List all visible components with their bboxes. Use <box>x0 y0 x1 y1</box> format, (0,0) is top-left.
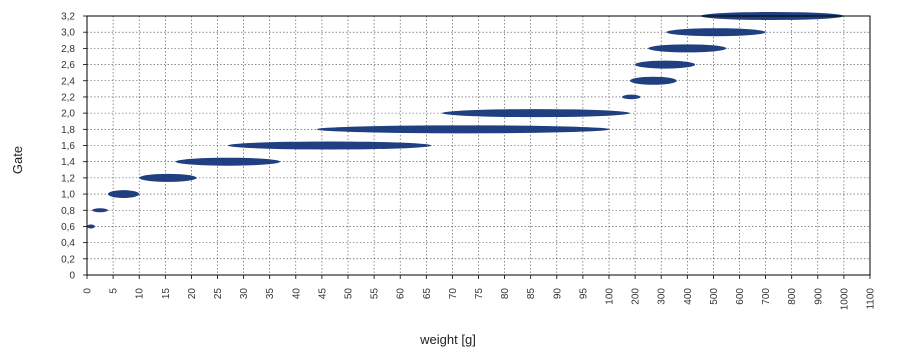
gate-range-marker <box>635 60 696 69</box>
x-tick-label: 1000 <box>839 288 850 311</box>
x-tick-label: 80 <box>500 288 511 300</box>
gridlines <box>87 16 870 275</box>
gate-range-marker <box>622 94 641 100</box>
y-tick-label: 2,6 <box>61 60 75 71</box>
y-tick-label: 3,2 <box>61 12 75 23</box>
x-tick-label: 90 <box>552 288 563 300</box>
x-tick-label: 600 <box>735 288 746 305</box>
x-tick-label: 900 <box>813 288 824 305</box>
x-tick-label: 40 <box>291 288 302 300</box>
y-tick-label: 0 <box>69 271 75 282</box>
x-tick-label: 45 <box>317 288 328 300</box>
x-tick-label: 100 <box>605 288 616 305</box>
y-tick-label: 1,6 <box>61 141 75 152</box>
x-tick-label: 5 <box>109 288 120 294</box>
x-tick-label: 800 <box>787 288 798 305</box>
x-tick-label: 300 <box>657 288 668 305</box>
data-marks <box>87 12 844 229</box>
x-tick-label: 20 <box>187 288 198 300</box>
y-tick-label: 1,4 <box>61 157 75 168</box>
gate-range-marker <box>92 208 108 213</box>
gate-range-marker <box>107 190 140 198</box>
x-tick-label: 65 <box>422 288 433 300</box>
x-tick-label: 50 <box>344 288 355 300</box>
y-axis-title: Gate <box>10 146 25 174</box>
x-axis-ticks: 0 5 10 15 20 25 30 35 40 45 50 55 60 65 70 75 80 85 90 95 10… <box>83 275 877 310</box>
y-tick-label: 0,2 <box>61 254 75 265</box>
y-tick-label: 1,0 <box>61 190 75 201</box>
x-tick-label: 1100 <box>866 288 877 310</box>
x-tick-label: 75 <box>474 288 485 300</box>
x-tick-label: 95 <box>578 288 589 300</box>
gate-range-marker <box>175 157 281 166</box>
x-axis-title: weight [g] <box>419 332 476 347</box>
y-tick-label: 2,2 <box>61 92 75 103</box>
y-tick-label: 0,8 <box>61 206 75 217</box>
gate-range-marker <box>666 28 766 37</box>
x-tick-label: 700 <box>761 288 772 305</box>
gate-range-marker <box>648 44 727 53</box>
x-tick-label: 85 <box>526 288 537 300</box>
gate-range-marker <box>227 141 432 150</box>
y-tick-label: 1,8 <box>61 125 75 136</box>
x-tick-label: 55 <box>370 288 381 300</box>
y-tick-label: 0,4 <box>61 238 75 249</box>
y-tick-label: 3,0 <box>61 28 75 39</box>
x-tick-label: 35 <box>265 288 276 300</box>
y-tick-label: 2,8 <box>61 44 75 55</box>
gate-range-marker <box>629 76 677 85</box>
gate-range-marker <box>316 125 610 134</box>
y-tick-label: 2,4 <box>61 76 75 87</box>
y-tick-label: 2,0 <box>61 109 75 120</box>
x-tick-label: 200 <box>631 288 642 305</box>
gate-range-marker <box>87 224 95 229</box>
x-tick-label: 400 <box>683 288 694 305</box>
y-tick-label: 1,2 <box>61 173 75 184</box>
x-tick-label: 30 <box>239 288 250 300</box>
y-tick-label: 0,6 <box>61 222 75 233</box>
gate-range-marker <box>139 173 197 182</box>
x-tick-label: 60 <box>396 288 407 300</box>
gate-range-marker <box>441 109 630 118</box>
x-tick-label: 70 <box>448 288 459 300</box>
x-tick-label: 0 <box>83 288 94 294</box>
x-tick-label: 15 <box>161 288 172 300</box>
y-axis-ticks: 0 0,2 0,4 0,6 0,8 1,0 1,2 1,4 1,6 1,8 2,0 2,2 2,4 2,6… <box>61 12 87 282</box>
x-tick-label: 25 <box>213 288 224 300</box>
x-tick-label: 500 <box>709 288 720 305</box>
x-tick-label: 10 <box>135 288 146 300</box>
